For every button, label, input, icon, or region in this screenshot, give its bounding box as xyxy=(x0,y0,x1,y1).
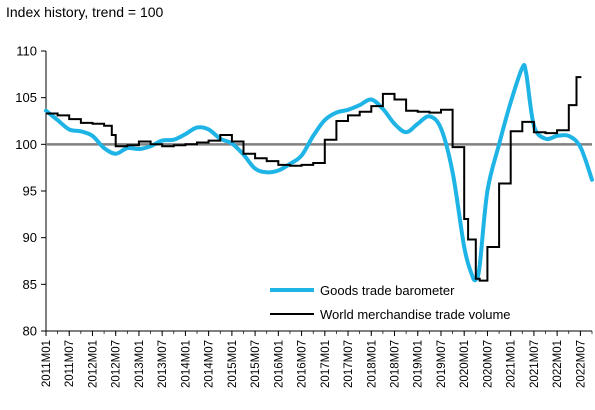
y-tick-label: 90 xyxy=(23,230,37,245)
y-tick-label: 100 xyxy=(15,137,37,152)
x-tick-label: 2014M07 xyxy=(204,340,216,388)
chart-title: Index history, trend = 100 xyxy=(6,4,164,20)
series-line-goods-trade-barometer xyxy=(44,62,594,283)
x-tick-label: 2018M07 xyxy=(390,340,402,388)
plot-area xyxy=(44,62,594,283)
x-tick-label: 2019M01 xyxy=(413,340,425,388)
x-tick-label: 2011M01 xyxy=(41,340,53,387)
y-axis: 80 85 90 95 100 105 110 xyxy=(15,44,47,339)
legend-label-goods-trade-barometer: Goods trade barometer xyxy=(320,283,455,298)
x-tick-label: 2019M07 xyxy=(436,340,448,388)
x-axis: 2011M01 2011M07 2012M01 2012M07 2013M01 2013M… xyxy=(41,330,593,388)
x-tick-label: 2016M01 xyxy=(273,340,285,388)
x-tick-label: 2022M07 xyxy=(575,340,587,388)
y-tick-label: 85 xyxy=(23,277,37,292)
x-tick-label: 2020M07 xyxy=(482,340,494,388)
x-tick-label: 2015M07 xyxy=(250,340,262,388)
y-tick-label: 95 xyxy=(23,184,37,199)
x-tick-label: 2012M07 xyxy=(111,340,123,388)
x-tick-label: 2018M01 xyxy=(366,340,378,388)
series-line-world-merchandise-trade-volume xyxy=(46,76,582,282)
x-tick-label: 2013M01 xyxy=(134,340,146,388)
x-tick-label: 2017M01 xyxy=(320,340,332,388)
x-tick-label: 2020M01 xyxy=(459,340,471,388)
x-tick-label: 2011M07 xyxy=(64,340,76,387)
x-tick-label: 2021M07 xyxy=(529,340,541,388)
x-tick-label: 2013M07 xyxy=(157,340,169,388)
legend: Goods trade barometer World merchandise … xyxy=(270,283,511,322)
y-tick-label: 105 xyxy=(15,90,37,105)
x-tick-label: 2012M01 xyxy=(87,340,99,388)
x-tick-label: 2017M07 xyxy=(343,340,355,388)
x-tick-label: 2021M01 xyxy=(506,340,518,388)
x-tick-label: 2015M01 xyxy=(227,340,239,388)
x-tick-label: 2022M01 xyxy=(552,340,564,388)
x-tick-label: 2016M07 xyxy=(297,340,309,388)
legend-label-world-merchandise-trade-volume: World merchandise trade volume xyxy=(320,307,511,322)
y-tick-label: 80 xyxy=(23,324,37,339)
y-tick-label: 110 xyxy=(16,44,37,59)
x-tick-label: 2014M01 xyxy=(180,340,192,388)
